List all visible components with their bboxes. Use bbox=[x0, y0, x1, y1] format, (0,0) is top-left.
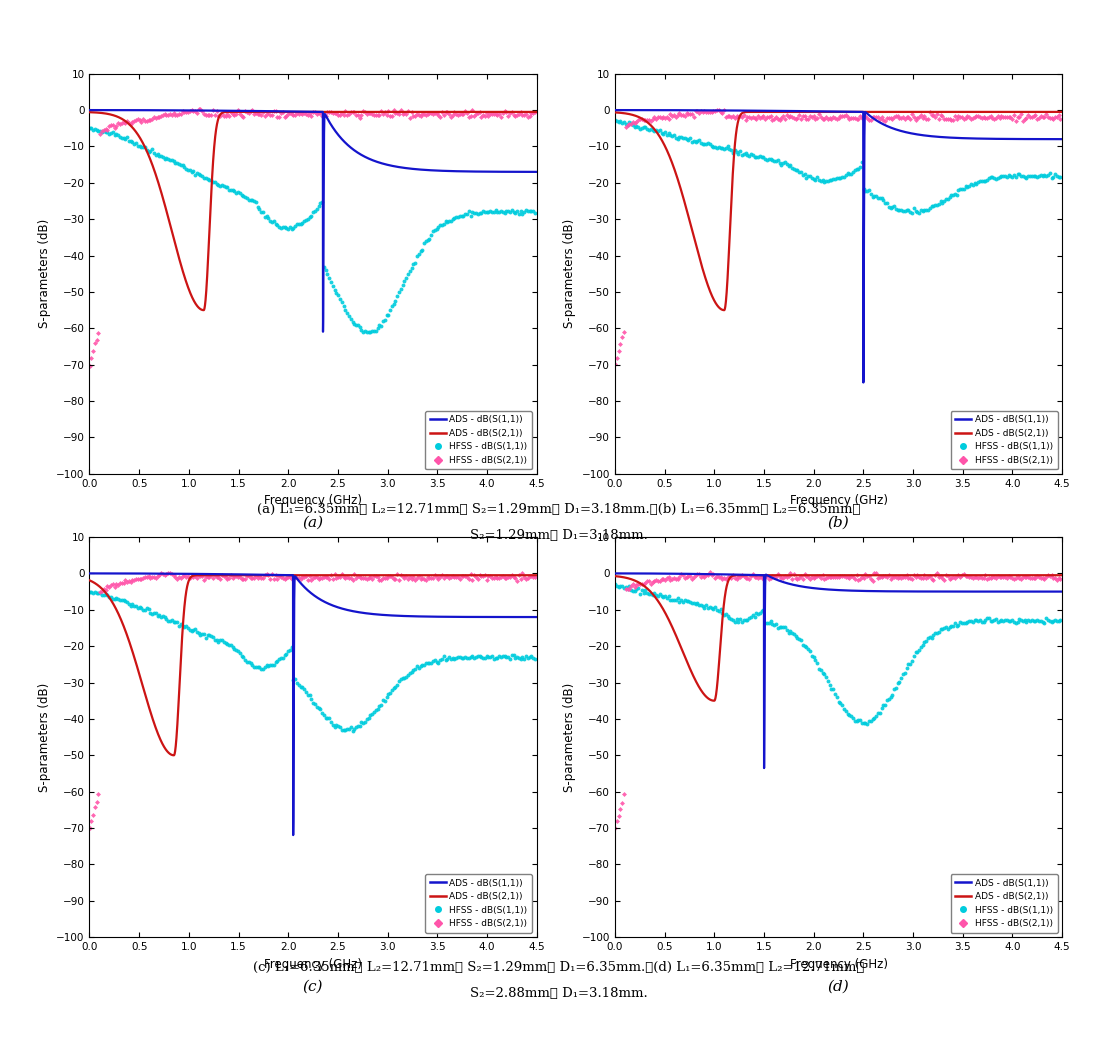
Legend: ADS - dB(S(1,1)), ADS - dB(S(2,1)), HFSS - dB(S(1,1)), HFSS - dB(S(2,1)): ADS - dB(S(1,1)), ADS - dB(S(2,1)), HFSS… bbox=[425, 874, 532, 933]
Y-axis label: S-parameters (dB): S-parameters (dB) bbox=[38, 682, 50, 792]
Text: (c) L₁=6.35mm， L₂=12.71mm， S₂=1.29mm， D₁=6.35mm.　(d) L₁=6.35mm， L₂=12.71mm，: (c) L₁=6.35mm， L₂=12.71mm， S₂=1.29mm， D₁… bbox=[254, 961, 864, 974]
Y-axis label: S-parameters (dB): S-parameters (dB) bbox=[563, 219, 576, 329]
Legend: ADS - dB(S(1,1)), ADS - dB(S(2,1)), HFSS - dB(S(1,1)), HFSS - dB(S(2,1)): ADS - dB(S(1,1)), ADS - dB(S(2,1)), HFSS… bbox=[950, 411, 1058, 470]
Text: (a) L₁=6.35mm， L₂=12.71mm， S₂=1.29mm， D₁=3.18mm.　(b) L₁=6.35mm， L₂=6.35mm，: (a) L₁=6.35mm， L₂=12.71mm， S₂=1.29mm， D₁… bbox=[257, 503, 861, 516]
X-axis label: Frequency (GHz): Frequency (GHz) bbox=[789, 957, 888, 971]
X-axis label: Frequency (GHz): Frequency (GHz) bbox=[264, 957, 362, 971]
Legend: ADS - dB(S(1,1)), ADS - dB(S(2,1)), HFSS - dB(S(1,1)), HFSS - dB(S(2,1)): ADS - dB(S(1,1)), ADS - dB(S(2,1)), HFSS… bbox=[950, 874, 1058, 933]
Text: (a): (a) bbox=[303, 516, 323, 530]
Y-axis label: S-parameters (dB): S-parameters (dB) bbox=[563, 682, 576, 792]
X-axis label: Frequency (GHz): Frequency (GHz) bbox=[789, 494, 888, 508]
Text: (c): (c) bbox=[303, 979, 323, 993]
Text: S₂=2.88mm， D₁=3.18mm.: S₂=2.88mm， D₁=3.18mm. bbox=[471, 988, 647, 1000]
Y-axis label: S-parameters (dB): S-parameters (dB) bbox=[38, 219, 50, 329]
X-axis label: Frequency (GHz): Frequency (GHz) bbox=[264, 494, 362, 508]
Legend: ADS - dB(S(1,1)), ADS - dB(S(2,1)), HFSS - dB(S(1,1)), HFSS - dB(S(2,1)): ADS - dB(S(1,1)), ADS - dB(S(2,1)), HFSS… bbox=[425, 411, 532, 470]
Text: S₂=1.29mm， D₁=3.18mm.: S₂=1.29mm， D₁=3.18mm. bbox=[470, 530, 648, 542]
Text: (d): (d) bbox=[827, 979, 850, 993]
Text: (b): (b) bbox=[827, 516, 850, 530]
